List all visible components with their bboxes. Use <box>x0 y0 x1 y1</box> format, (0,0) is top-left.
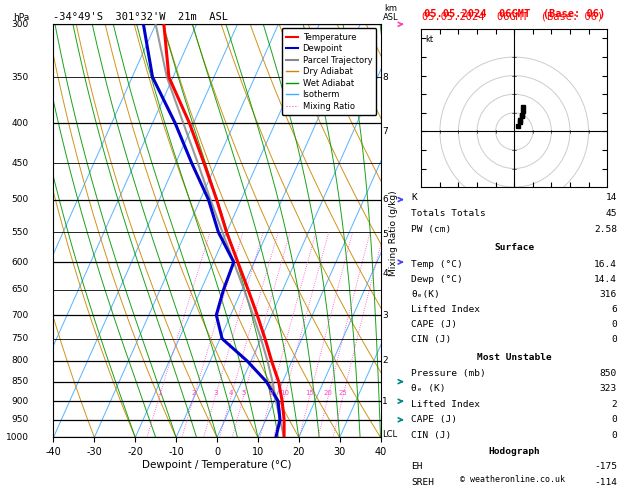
Text: 3: 3 <box>382 311 388 319</box>
Text: 7: 7 <box>382 127 388 136</box>
Text: 800: 800 <box>12 356 29 365</box>
Text: Surface: Surface <box>494 243 534 252</box>
Text: 6: 6 <box>382 195 388 204</box>
Legend: Temperature, Dewpoint, Parcel Trajectory, Dry Adiabat, Wet Adiabat, Isotherm, Mi: Temperature, Dewpoint, Parcel Trajectory… <box>282 29 376 115</box>
Text: PW (cm): PW (cm) <box>411 225 452 234</box>
Text: 8: 8 <box>269 390 274 396</box>
Text: 0: 0 <box>611 320 617 330</box>
Text: © weatheronline.co.uk: © weatheronline.co.uk <box>460 474 565 484</box>
Text: Pressure (mb): Pressure (mb) <box>411 369 486 378</box>
Text: 400: 400 <box>12 119 29 127</box>
Text: 05.05.2024  06GMT  (Base: 06): 05.05.2024 06GMT (Base: 06) <box>422 12 603 22</box>
Text: 1: 1 <box>157 390 162 396</box>
Text: 316: 316 <box>599 291 617 299</box>
Text: -34°49'S  301°32'W  21m  ASL: -34°49'S 301°32'W 21m ASL <box>53 12 228 22</box>
Text: 15: 15 <box>306 390 314 396</box>
Text: 950: 950 <box>12 416 29 424</box>
Text: 1000: 1000 <box>6 433 29 442</box>
Text: 650: 650 <box>12 285 29 294</box>
Text: θₑ (K): θₑ (K) <box>411 384 446 393</box>
Text: 900: 900 <box>12 397 29 406</box>
Text: Dewp (°C): Dewp (°C) <box>411 276 463 284</box>
Text: 750: 750 <box>12 334 29 343</box>
Text: EH: EH <box>411 462 423 470</box>
Text: 16.4: 16.4 <box>594 260 617 269</box>
Text: 05.05.2024  06GMT  (Base: 06): 05.05.2024 06GMT (Base: 06) <box>423 9 605 19</box>
Text: 0: 0 <box>611 431 617 439</box>
Text: 5: 5 <box>242 390 246 396</box>
X-axis label: Dewpoint / Temperature (°C): Dewpoint / Temperature (°C) <box>142 460 292 470</box>
Text: 14.4: 14.4 <box>594 276 617 284</box>
Text: 2: 2 <box>382 356 388 365</box>
Text: -175: -175 <box>594 462 617 470</box>
Text: 4: 4 <box>229 390 233 396</box>
Text: K: K <box>411 193 417 202</box>
Text: SREH: SREH <box>411 478 435 486</box>
Text: Most Unstable: Most Unstable <box>477 353 552 362</box>
Text: CIN (J): CIN (J) <box>411 431 452 439</box>
Text: LCL: LCL <box>382 431 398 439</box>
Text: 14: 14 <box>606 193 617 202</box>
Text: hPa: hPa <box>13 13 29 22</box>
Text: 600: 600 <box>12 258 29 267</box>
Text: 2.58: 2.58 <box>594 225 617 234</box>
Text: Hodograph: Hodograph <box>488 447 540 456</box>
Text: Totals Totals: Totals Totals <box>411 209 486 218</box>
Text: Lifted Index: Lifted Index <box>411 306 481 314</box>
Text: 323: 323 <box>599 384 617 393</box>
Text: Mixing Ratio (g/kg): Mixing Ratio (g/kg) <box>389 191 398 276</box>
Text: CIN (J): CIN (J) <box>411 335 452 345</box>
Text: Lifted Index: Lifted Index <box>411 400 481 409</box>
Text: θₑ(K): θₑ(K) <box>411 291 440 299</box>
Text: 5: 5 <box>382 230 388 239</box>
Text: -114: -114 <box>594 478 617 486</box>
Text: km
ASL: km ASL <box>382 3 398 22</box>
Text: 2: 2 <box>192 390 196 396</box>
Text: 550: 550 <box>12 228 29 237</box>
Text: 450: 450 <box>12 159 29 168</box>
Text: 4: 4 <box>382 269 388 278</box>
Text: 10: 10 <box>280 390 289 396</box>
Text: 500: 500 <box>12 195 29 204</box>
Text: 25: 25 <box>338 390 347 396</box>
Text: kt: kt <box>425 35 433 44</box>
Text: 6: 6 <box>611 306 617 314</box>
Text: 1: 1 <box>382 397 388 406</box>
Text: 45: 45 <box>606 209 617 218</box>
Text: 3: 3 <box>213 390 218 396</box>
Text: Temp (°C): Temp (°C) <box>411 260 463 269</box>
Text: 850: 850 <box>599 369 617 378</box>
Text: CAPE (J): CAPE (J) <box>411 320 457 330</box>
Text: 300: 300 <box>12 20 29 29</box>
Text: 2: 2 <box>611 400 617 409</box>
Text: 0: 0 <box>611 415 617 424</box>
Text: 20: 20 <box>324 390 333 396</box>
Text: 350: 350 <box>12 73 29 82</box>
Text: 850: 850 <box>12 377 29 386</box>
Text: CAPE (J): CAPE (J) <box>411 415 457 424</box>
Text: 8: 8 <box>382 73 388 82</box>
Text: 700: 700 <box>12 311 29 319</box>
Text: 0: 0 <box>611 335 617 345</box>
